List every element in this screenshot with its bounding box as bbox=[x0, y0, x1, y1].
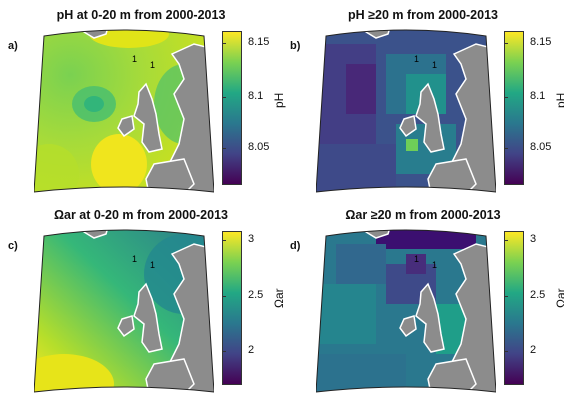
panel-ph-surface: pH at 0-20 m from 2000-2013 a) 1 1 bbox=[0, 0, 286, 200]
colorbar-tick-label: 2.5 bbox=[248, 289, 264, 301]
colorbar-tick-mark bbox=[222, 97, 226, 98]
colorbar-tick-label: 2.5 bbox=[530, 289, 546, 301]
contour-label: 1 bbox=[150, 60, 155, 70]
contour-label: 1 bbox=[150, 260, 155, 270]
map-ph-deep: 1 1 bbox=[316, 29, 496, 193]
colorbar-tick-mark bbox=[504, 97, 508, 98]
colorbar-tick-mark bbox=[222, 351, 226, 352]
colorbar-label: pH bbox=[554, 92, 564, 108]
map-ph-surface: 1 1 bbox=[34, 29, 214, 193]
panel-ph-deep: pH ≥20 m from 2000-2013 b) 1 1 8.15 8. bbox=[282, 0, 564, 200]
colorbar-tick-label: 8.15 bbox=[530, 36, 552, 48]
colorbar-tick-mark bbox=[504, 148, 508, 149]
panel-title: pH ≥20 m from 2000-2013 bbox=[348, 8, 498, 22]
contour-label: 1 bbox=[432, 60, 437, 70]
map-omega-deep: 1 1 bbox=[316, 229, 496, 393]
panel-title: pH at 0-20 m from 2000-2013 bbox=[56, 8, 226, 22]
colorbar-tick-mark bbox=[504, 351, 508, 352]
colorbar bbox=[222, 231, 242, 385]
colorbar bbox=[504, 231, 524, 385]
panel-letter: c) bbox=[8, 240, 18, 252]
colorbar-tick-label: 2 bbox=[530, 344, 537, 356]
panel-omega-deep: Ωar ≥20 m from 2000-2013 d) 1 1 3 2.5 2 … bbox=[282, 200, 564, 400]
panel-omega-surface: Ωar at 0-20 m from 2000-2013 c) 1 1 3 2.… bbox=[0, 200, 286, 400]
colorbar-label: Ωar bbox=[554, 288, 564, 308]
contour-label: 1 bbox=[432, 260, 437, 270]
panel-title: Ωar ≥20 m from 2000-2013 bbox=[345, 208, 501, 222]
map-omega-surface: 1 1 bbox=[34, 229, 214, 393]
contour-label: 1 bbox=[414, 254, 419, 264]
colorbar-tick-label: 3 bbox=[248, 233, 255, 245]
colorbar-tick-mark bbox=[222, 148, 226, 149]
panel-letter: d) bbox=[290, 240, 301, 252]
contour-label: 1 bbox=[132, 54, 137, 64]
colorbar-tick-label: 3 bbox=[530, 233, 537, 245]
colorbar-tick-label: 2 bbox=[248, 344, 255, 356]
colorbar-tick-mark bbox=[504, 240, 508, 241]
colorbar bbox=[222, 31, 242, 185]
contour-label: 1 bbox=[132, 254, 137, 264]
colorbar-tick-mark bbox=[222, 43, 226, 44]
panel-title: Ωar at 0-20 m from 2000-2013 bbox=[53, 208, 228, 222]
colorbar-tick-label: 8.05 bbox=[530, 141, 552, 153]
colorbar-tick-mark bbox=[222, 296, 226, 297]
colorbar-tick-mark bbox=[504, 296, 508, 297]
colorbar-tick-label: 8.1 bbox=[248, 90, 264, 102]
colorbar-tick-mark bbox=[504, 43, 508, 44]
panel-letter: b) bbox=[290, 40, 301, 52]
colorbar-tick-label: 8.1 bbox=[530, 90, 546, 102]
panel-letter: a) bbox=[8, 40, 18, 52]
colorbar bbox=[504, 31, 524, 185]
colorbar-tick-label: 8.15 bbox=[248, 36, 270, 48]
colorbar-tick-mark bbox=[222, 240, 226, 241]
colorbar-tick-label: 8.05 bbox=[248, 141, 270, 153]
contour-label: 1 bbox=[414, 54, 419, 64]
